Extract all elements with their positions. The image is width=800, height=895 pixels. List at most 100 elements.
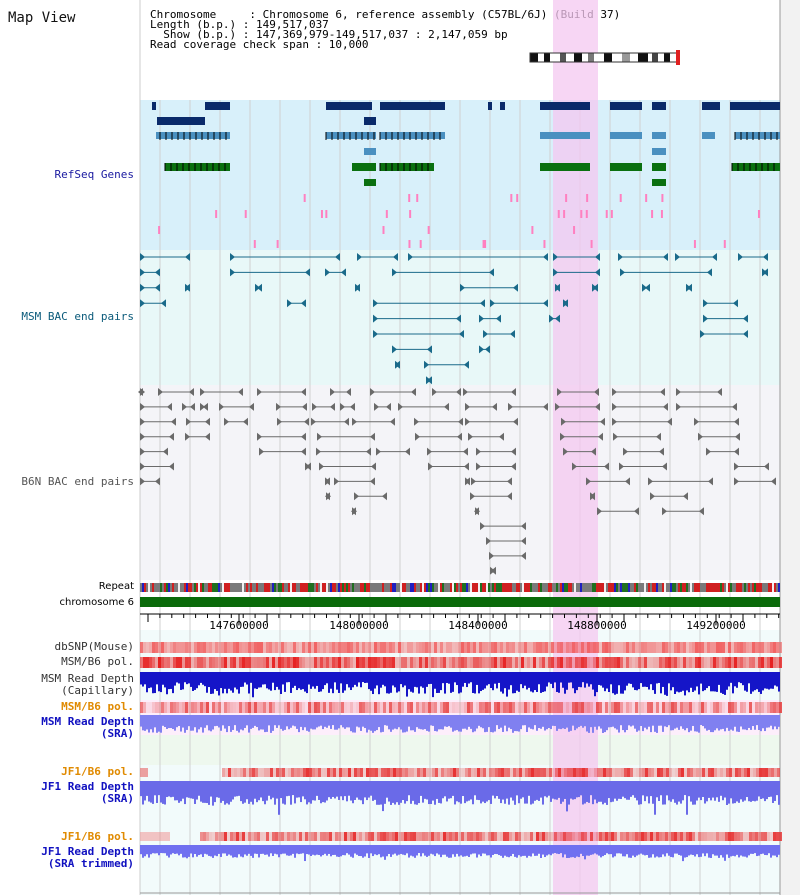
msm-sra-depth-bar — [548, 715, 550, 729]
jf1-pol-cell — [771, 768, 774, 777]
repeat-element — [202, 583, 204, 592]
heat-cell — [557, 642, 560, 653]
jf1-sra-depth-bar — [294, 781, 296, 804]
jf1-trimmed-depth-bar — [536, 845, 538, 856]
repeat-element — [318, 583, 320, 592]
msm-capillary-depth-bar — [682, 672, 684, 691]
jf1-sra-depth-bar — [580, 781, 582, 796]
jf1-trimmed-depth-bar — [472, 845, 474, 854]
heat-cell — [461, 657, 464, 668]
repeat-element — [412, 583, 414, 592]
msm-bac-pair-end — [543, 253, 548, 261]
msm-capillary-depth-bar — [150, 672, 152, 688]
jf1-pol2-cell — [656, 832, 659, 841]
repeat-element — [296, 583, 298, 592]
heat-cell — [248, 657, 251, 668]
heat-cell — [236, 702, 239, 713]
heat-cell — [263, 642, 266, 653]
msm-sra-depth-bar — [772, 715, 774, 730]
heat-cell — [449, 642, 452, 653]
track-label-msm-bac[interactable]: MSM BAC end pairs — [21, 310, 134, 323]
msm-sra-depth-bar — [678, 715, 680, 730]
repeat-element — [710, 583, 712, 592]
b6n-bac-pair-end — [325, 477, 330, 486]
heat-cell — [659, 657, 662, 668]
jf1-pol-cell — [561, 768, 564, 777]
msm-capillary-depth-bar — [156, 672, 158, 685]
msm-sra-depth-bar — [314, 715, 316, 730]
b6n-bac-pair-end — [390, 417, 395, 426]
jf1-pol-cell — [453, 768, 456, 777]
msm-sra-depth-bar — [196, 715, 198, 733]
b6n-bac-pair-end — [140, 477, 145, 486]
heat-cell — [353, 642, 356, 653]
repeat-element — [736, 583, 738, 592]
b6n-bac-pair-end — [249, 402, 254, 411]
jf1-pol2-cell — [230, 832, 233, 841]
heat-cell — [173, 657, 176, 668]
heat-cell — [251, 642, 254, 653]
msm-bac-pair-end — [301, 299, 306, 308]
heat-cell — [740, 702, 743, 713]
repeat-element — [184, 583, 186, 592]
repeat-element — [610, 583, 612, 592]
msm-sra-depth-bar — [750, 715, 752, 730]
msm-sra-depth-bar — [670, 715, 672, 731]
b6n-bac-pair-end — [219, 402, 224, 411]
repeat-element — [242, 583, 244, 592]
msm-capillary-depth-bar — [586, 672, 588, 684]
track-label-refseq[interactable]: RefSeq Genes — [54, 168, 134, 181]
b6n-bac-pair-end — [507, 477, 512, 486]
msm-capillary-depth-bar — [708, 672, 710, 687]
repeat-element — [426, 583, 428, 592]
heat-cell — [614, 657, 617, 668]
b6n-bac-pair-end — [259, 447, 264, 456]
jf1-trimmed-depth-bar — [152, 845, 154, 854]
msm-capillary-depth-bar — [330, 672, 332, 689]
b6n-bac-pair-end — [169, 462, 174, 471]
repeat-element — [278, 583, 280, 592]
jf1-trimmed-depth-bar — [232, 845, 234, 858]
jf1-sra-depth-bar — [286, 781, 288, 797]
repeat-element — [336, 583, 338, 592]
heat-cell — [287, 702, 290, 713]
jf1-sra-depth-bar — [158, 781, 160, 796]
b6n-bac-pair-end — [507, 492, 512, 501]
jf1-sra-depth-bar — [644, 781, 646, 802]
msm-bac-pair-end — [642, 283, 647, 292]
track-label-b6n-bac[interactable]: B6N BAC end pairs — [21, 475, 134, 488]
heat-cell — [485, 657, 488, 668]
repeat-element — [514, 583, 516, 592]
jf1-sra-depth-bar — [596, 781, 598, 804]
jf1-sra-depth-bar — [424, 781, 426, 799]
msm-sra-depth-bar — [648, 715, 650, 727]
jf1-trimmed-depth-bar — [728, 845, 730, 858]
repeat-element — [394, 583, 396, 592]
msm-capillary-depth-bar — [616, 672, 618, 694]
msm-capillary-depth-bar — [300, 672, 302, 690]
repeat-element — [622, 583, 624, 592]
heat-cell — [200, 657, 203, 668]
jf1-sra-depth-bar — [460, 781, 462, 804]
jf1-pol2-cell — [590, 832, 593, 841]
repeat-element — [636, 583, 638, 592]
jf1-trimmed-depth-bar — [230, 845, 232, 856]
jf1-sra-depth-bar — [298, 781, 300, 798]
jf1-trimmed-depth-bar — [504, 845, 506, 856]
jf1-sra-depth-bar — [542, 781, 544, 805]
jf1-trimmed-depth-bar — [676, 845, 678, 854]
jf1-pol-cell — [540, 768, 543, 777]
jf1-pol-cell — [627, 768, 630, 777]
msm-capillary-depth-bar — [558, 672, 560, 693]
msm-bac-pair-end — [155, 268, 160, 277]
heat-cell — [347, 642, 350, 653]
msm-capillary-depth-bar — [494, 672, 496, 684]
msm-sra-depth-bar — [366, 715, 368, 733]
jf1-pol2-cell — [362, 832, 365, 841]
jf1-pol2-cell — [347, 832, 350, 841]
heat-cell — [575, 657, 578, 668]
msm-capillary-depth-bar — [520, 672, 522, 685]
jf1-pol-cell — [267, 768, 270, 777]
jf1-sra-depth-bar — [218, 781, 220, 798]
